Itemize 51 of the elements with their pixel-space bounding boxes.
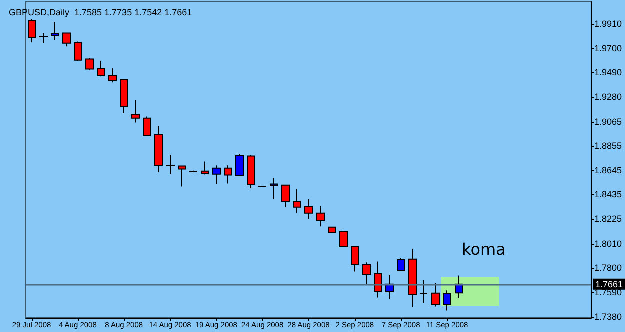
candlestick — [201, 161, 209, 176]
annotation: koma — [462, 240, 506, 259]
y-tick-label: 1.7800 — [594, 263, 622, 274]
candlestick — [28, 18, 36, 44]
candlestick — [51, 22, 59, 40]
candlestick — [74, 41, 82, 62]
candlestick — [374, 261, 382, 298]
ref-line-label: 1.7661 — [595, 279, 624, 290]
y-tick-label: 1.9280 — [594, 92, 622, 102]
y-tick-label: 1.8435 — [594, 190, 622, 200]
y-tick-label: 1.7380 — [594, 312, 622, 322]
y-tick-label: 1.9065 — [594, 116, 622, 127]
y-tick-label: 1.9910 — [594, 18, 622, 29]
candlestick — [339, 230, 348, 248]
y-tick-label: 1.9490 — [594, 68, 622, 78]
candlestick — [443, 290, 451, 312]
candlestick — [293, 188, 301, 214]
candlestick — [62, 32, 71, 48]
candlestick — [212, 165, 221, 184]
candlestick — [143, 116, 151, 136]
y-tick-label: 1.8010 — [594, 238, 622, 249]
candlestick — [85, 58, 94, 70]
candlestick — [408, 248, 417, 308]
candlestick — [166, 154, 175, 175]
candlestick — [431, 282, 440, 308]
candlestick — [120, 79, 128, 114]
candlestick — [351, 246, 359, 272]
candlestick — [235, 153, 244, 176]
candlestick — [304, 198, 313, 220]
candlestick — [247, 154, 255, 189]
text: GBPUSD,Daily 1.7585 1.7735 1.7542 1.7661 — [9, 8, 192, 18]
candlestick — [397, 258, 405, 272]
candlestick — [178, 166, 186, 188]
y-tick-label: 1.8645 — [594, 165, 622, 176]
candlestick — [362, 262, 371, 285]
candlestick — [97, 60, 105, 78]
candlestick — [108, 68, 117, 84]
candlestick — [154, 125, 163, 173]
candlestick — [270, 178, 278, 200]
y-tick-label: 1.8225 — [594, 214, 622, 224]
candlestick — [328, 226, 336, 234]
y-tick-label: 1.8855 — [594, 141, 622, 152]
candlestick — [420, 280, 428, 304]
candlestick — [281, 184, 290, 208]
candlestick — [224, 165, 232, 184]
candlestick — [131, 100, 140, 124]
candlestick — [316, 206, 325, 228]
candlestick — [189, 170, 198, 173]
y-tick-label: 1.9700 — [594, 43, 622, 54]
y-tick-label: 1.7590 — [594, 288, 622, 298]
candlestick — [39, 32, 48, 44]
